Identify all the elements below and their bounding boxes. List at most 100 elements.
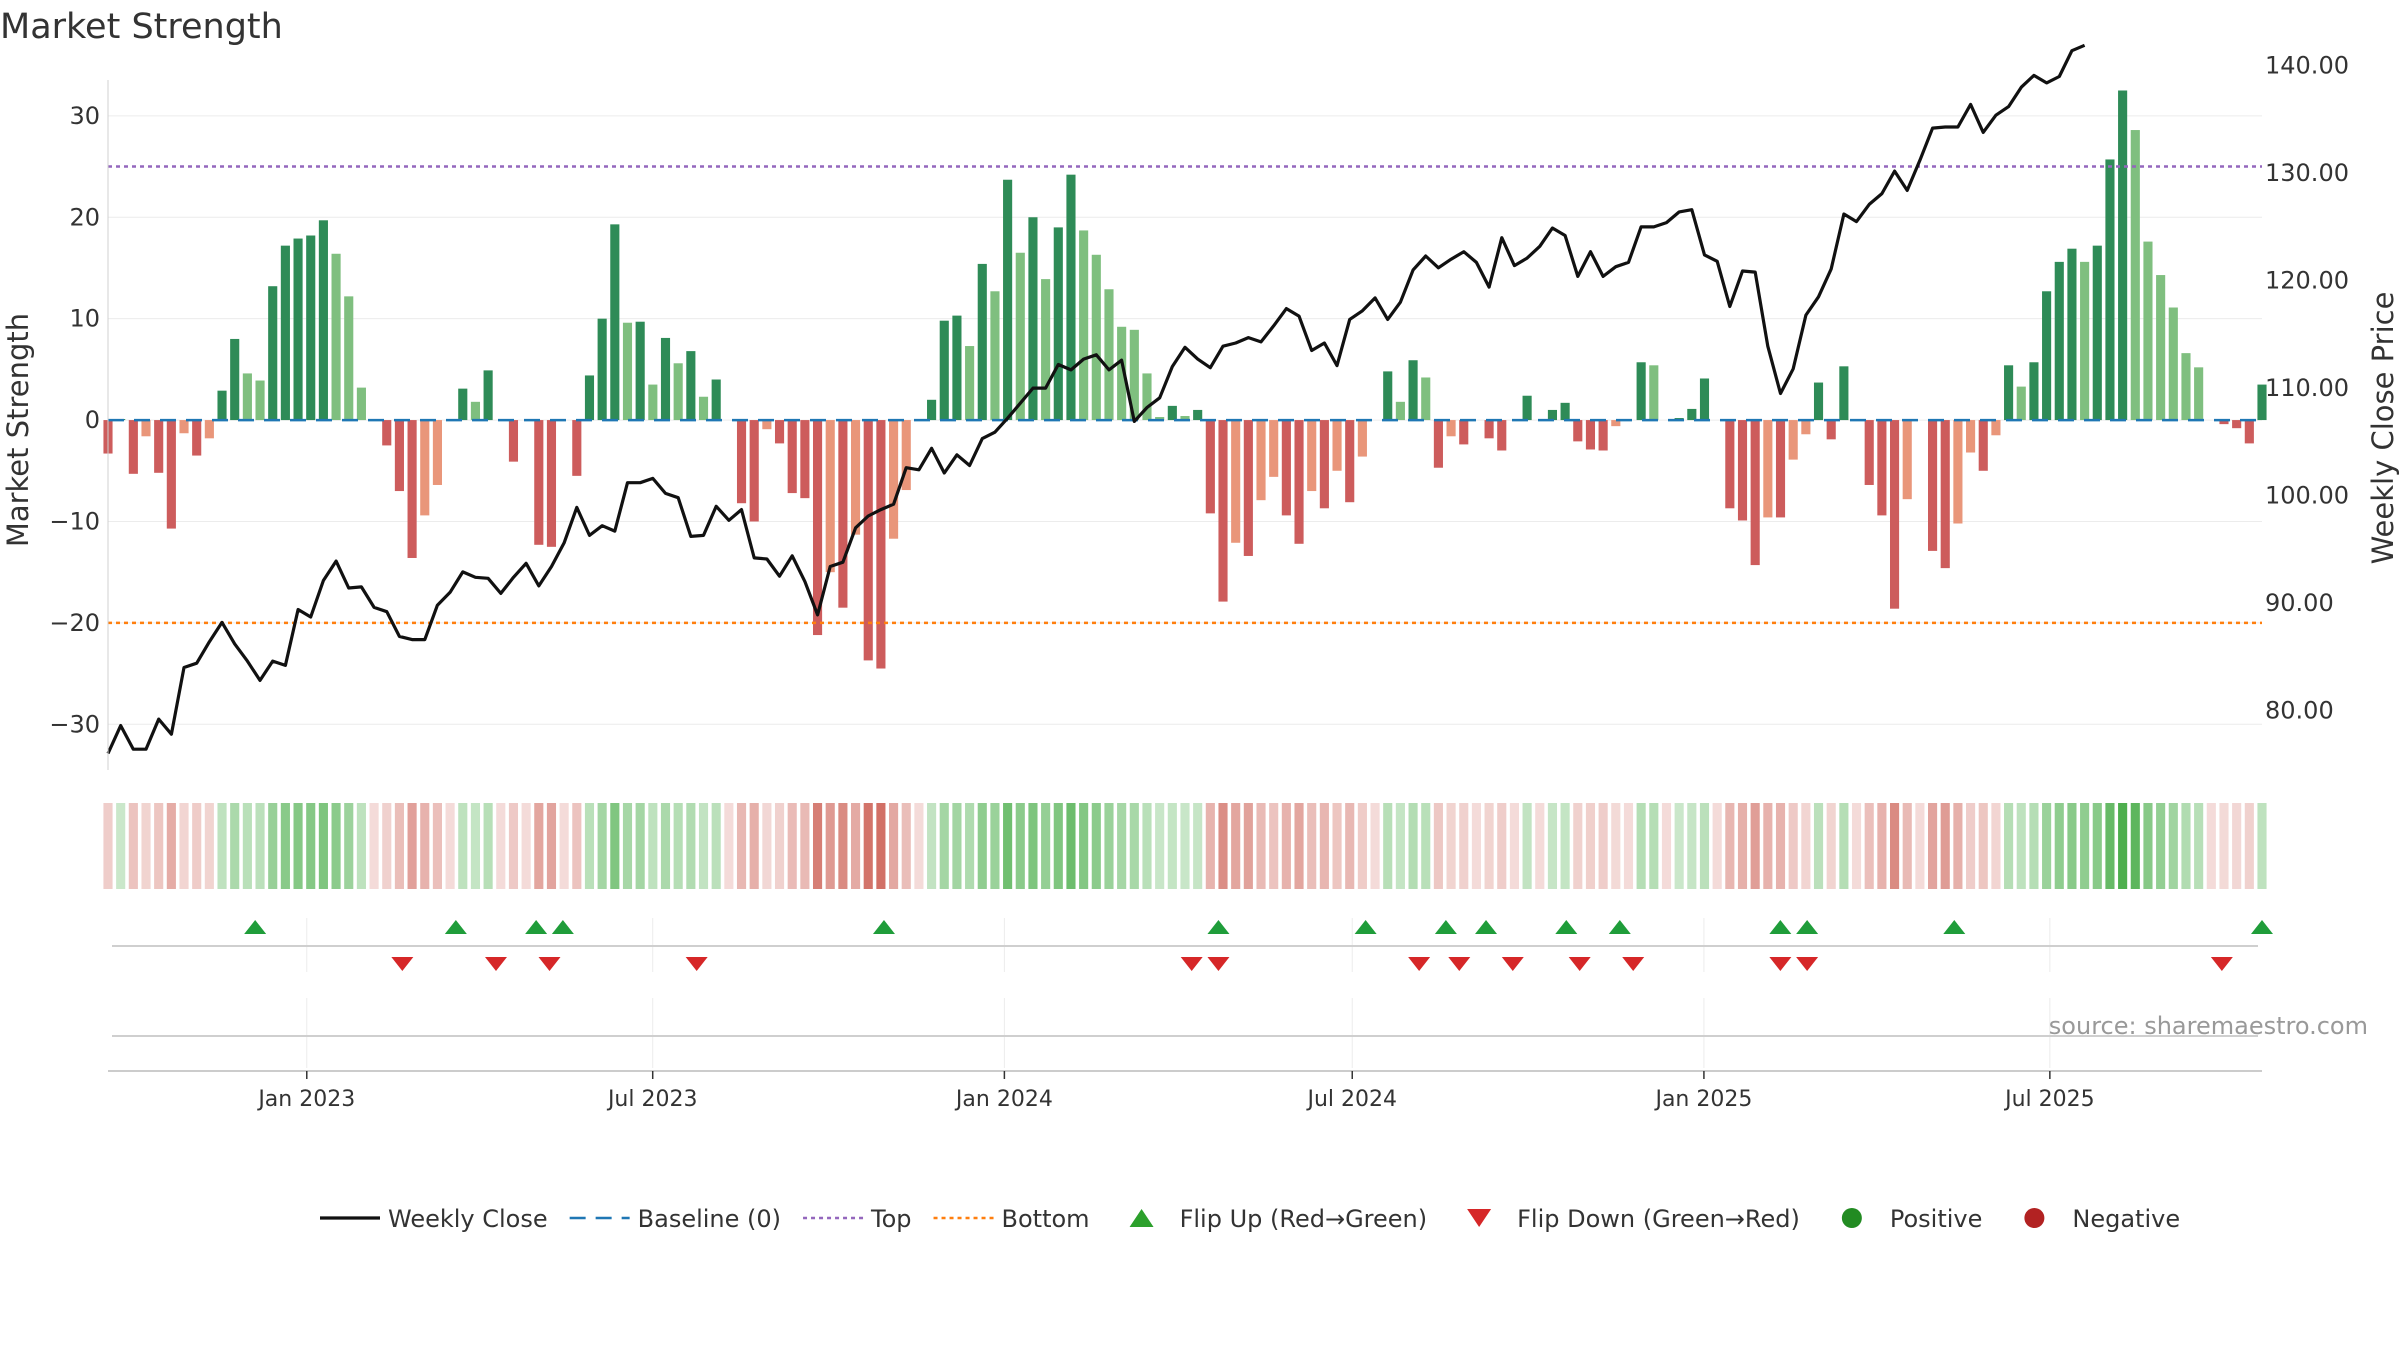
weekly-close-line [106, 43, 2086, 755]
strength-bar [863, 420, 873, 661]
strength-bar [787, 420, 797, 494]
x-tick-label: Jul 2023 [606, 1087, 698, 1112]
strength-bar [407, 420, 417, 558]
strength-bar [1408, 360, 1418, 421]
strength-bar [1953, 420, 1963, 524]
heat-cell [306, 803, 316, 889]
strength-bar [1459, 420, 1469, 445]
flip-markers-panel [112, 918, 2273, 1068]
heat-cell [673, 803, 683, 889]
strength-bar [1091, 254, 1101, 421]
heat-cell [711, 803, 721, 889]
heat-cell [1889, 803, 1900, 889]
legend-label: Top [870, 1205, 912, 1233]
heat-cell [610, 803, 620, 889]
heat-cell [1053, 803, 1063, 889]
heat-cell [2130, 803, 2140, 889]
heat-cell [1763, 803, 1773, 889]
strength-bar [1547, 409, 1558, 421]
strength-bar [1383, 371, 1393, 421]
heat-cell [1117, 803, 1127, 889]
strength-bar [977, 263, 987, 421]
strength-bar [1104, 289, 1114, 421]
heat-cell [2029, 803, 2039, 889]
strength-bar [1231, 420, 1241, 543]
strength-bar [597, 318, 607, 421]
y-axis-right: 80.00 90.00 100.00 110.00 120.00 130.00 140.00 [2265, 52, 2349, 725]
strength-bar [2029, 362, 2039, 421]
heat-cell [2067, 803, 2077, 889]
flip-down-marker [1448, 957, 1471, 971]
heat-cell [774, 803, 785, 889]
heat-cell [2156, 803, 2166, 889]
heat-cell [2168, 803, 2178, 889]
heat-cell [369, 803, 379, 889]
strength-bar [1129, 329, 1139, 421]
strength-bar [2181, 353, 2191, 421]
strength-bar [660, 337, 671, 421]
strength-bar [610, 224, 620, 421]
strength-bar [1966, 420, 1976, 453]
heat-cell [1218, 803, 1228, 889]
strength-bar [166, 420, 176, 529]
strength-bar [812, 420, 823, 636]
flip-down-marker [1796, 957, 1819, 971]
heat-cell [660, 803, 671, 889]
flip-up-marker [244, 920, 267, 934]
heat-cell [1839, 803, 1849, 889]
heat-cell [445, 803, 455, 889]
strength-bar [2156, 275, 2166, 421]
flip-up-marker [1207, 920, 1230, 934]
heat-cell [1611, 803, 1621, 889]
strength-bar [432, 420, 442, 485]
heat-cell [242, 803, 252, 889]
legend: Weekly Close Baseline (0) Top Bottom Flip Up… [320, 1205, 2180, 1233]
heat-cell [1357, 803, 1367, 889]
strength-bar [1281, 420, 1291, 516]
flip-up-marker [525, 920, 548, 934]
strength-bar [698, 396, 709, 421]
heat-cell [825, 803, 835, 889]
heat-cell [1940, 803, 1950, 889]
heat-cell [1661, 803, 1672, 889]
strength-bars [103, 90, 2267, 669]
heat-cell [1167, 803, 1177, 889]
strength-bar [1839, 366, 1849, 421]
strength-bar [622, 322, 633, 421]
heat-cell [736, 803, 747, 889]
heat-cell [1547, 803, 1558, 889]
heat-cell [1104, 803, 1114, 889]
heat-cell [1497, 803, 1507, 889]
flip-up-marker [1608, 920, 1631, 934]
heat-cell [2219, 803, 2229, 889]
strength-bar [1522, 395, 1532, 421]
strength-bar [1256, 420, 1266, 501]
legend-swatch-tri-up [1129, 1209, 1154, 1227]
heat-cell [1269, 803, 1279, 889]
heat-cell [787, 803, 797, 889]
y-tick-label: −10 [49, 507, 100, 535]
x-axis: Jan 2023 Jul 2023 Jan 2024 Jul 2024 Jan 2025… [108, 1070, 2262, 1112]
strength-bar [1066, 174, 1076, 421]
strength-bar [1991, 420, 2001, 436]
strength-bar [1788, 420, 1798, 460]
y-axis-label: Market Strength [1, 313, 35, 547]
strength-bar [1015, 252, 1025, 421]
y-tick-label: −30 [49, 710, 100, 738]
heat-cell [1699, 803, 1710, 889]
strength-bar [1421, 377, 1431, 421]
flip-up-marker [1796, 920, 1819, 934]
heat-cell [192, 803, 202, 889]
heat-cell [1902, 803, 1912, 889]
heat-cell [1712, 803, 1722, 889]
close-line-layer [106, 43, 2086, 755]
strength-bar [1598, 420, 1608, 451]
strength-bar [1649, 365, 1659, 421]
heat-cell [1877, 803, 1887, 889]
heat-cell [534, 803, 544, 889]
strength-bar [1763, 420, 1773, 518]
heat-cell [344, 803, 354, 889]
y-tick-label: 20 [69, 203, 100, 231]
strength-bar [939, 320, 949, 421]
strength-bar [736, 420, 747, 504]
